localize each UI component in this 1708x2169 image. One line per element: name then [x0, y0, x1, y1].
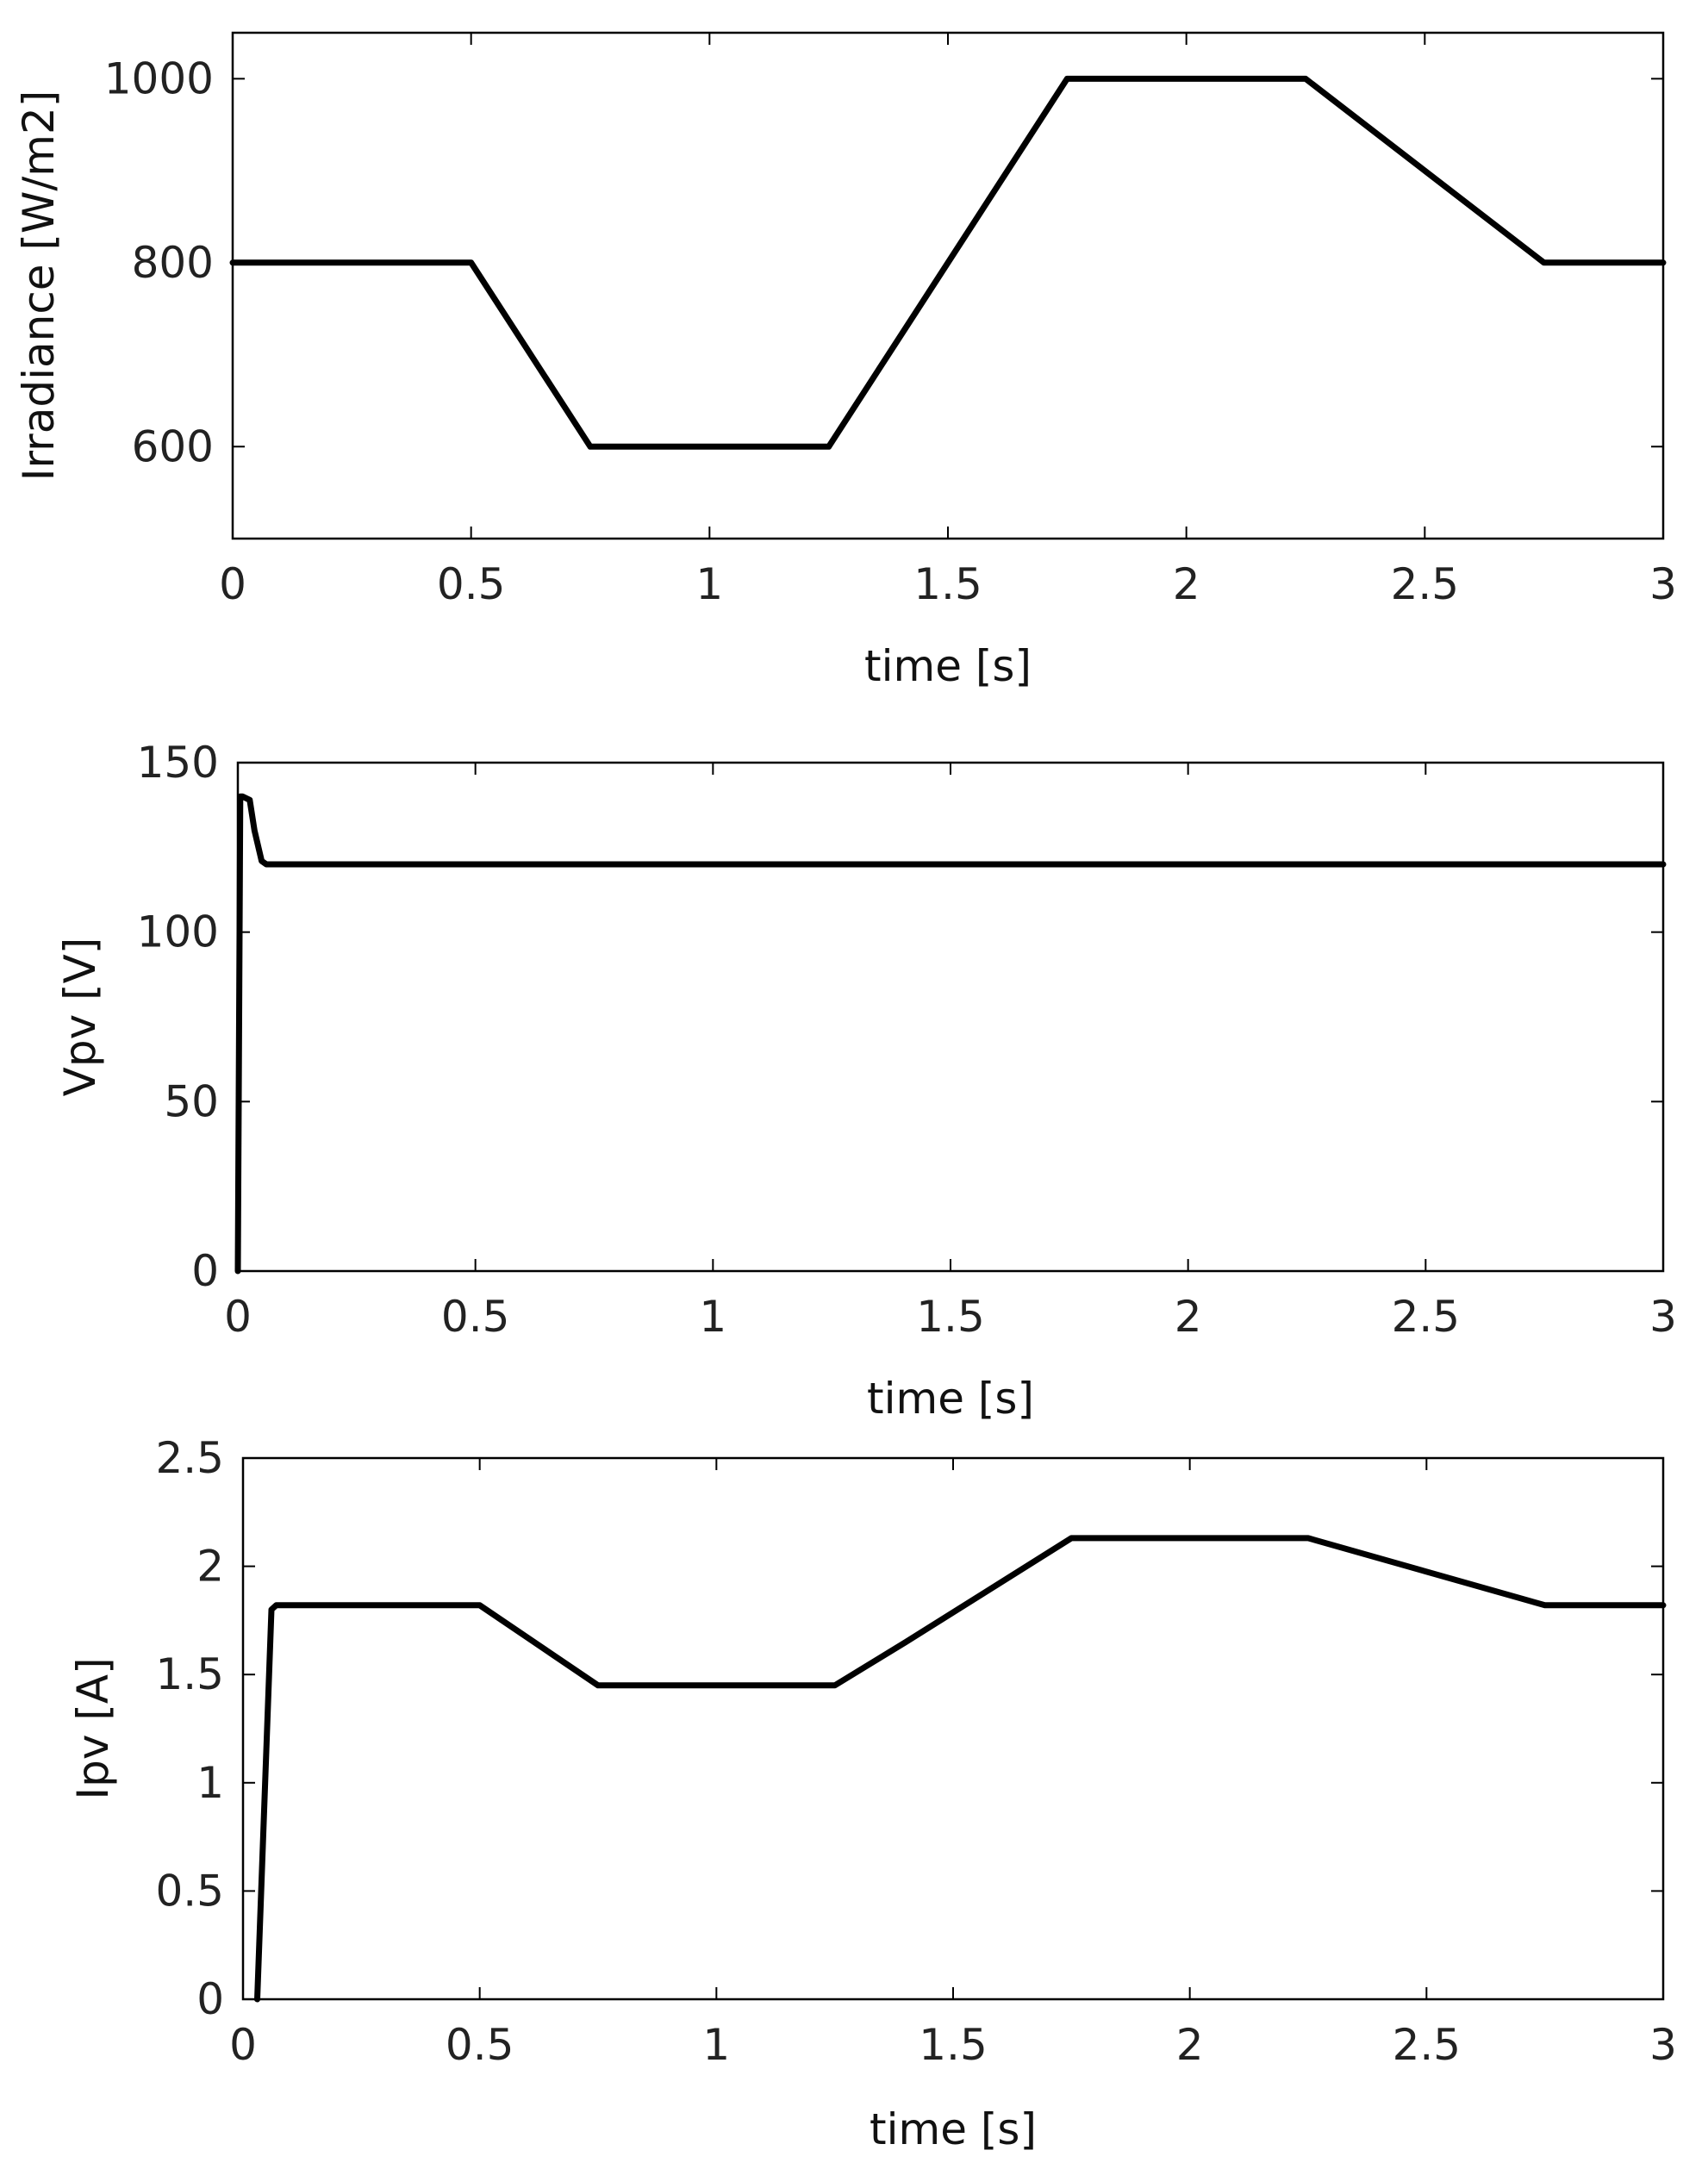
- x-tick-label: 3: [1649, 559, 1677, 609]
- y-axis-label: Vpv [V]: [55, 938, 105, 1097]
- x-tick-label: 0.5: [441, 1292, 510, 1342]
- series-line-1: [254, 1535, 1667, 2003]
- x-tick-label: 3: [1649, 1292, 1677, 1342]
- y-tick-label: 1.5: [155, 1649, 224, 1699]
- x-tick-label: 1.5: [913, 559, 982, 609]
- plot-frame: [241, 1456, 1665, 2001]
- x-tick-label: 0.5: [446, 2020, 514, 2070]
- y-tick-label: 0: [196, 1974, 224, 2024]
- y-axis-label: Irradiance [W/m2]: [14, 90, 64, 482]
- series-line-1: [234, 793, 1667, 1275]
- y-tick-label: 0.5: [155, 1866, 224, 1916]
- x-tick-label: 1: [702, 2020, 730, 2070]
- y-tick-label: 150: [137, 738, 219, 788]
- x-tick-label: 1: [699, 1292, 726, 1342]
- plot-frame: [236, 761, 1665, 1273]
- x-tick-label: 0: [229, 2020, 257, 2070]
- chart-panel-2: 0 0.5 1 1.5 2 2.5 3 0 50 100 150 time [s] Vpv [V]: [55, 738, 1677, 1424]
- y-tick-label: 800: [132, 238, 214, 288]
- y-axis-label: Ipv [A]: [68, 1657, 118, 1799]
- x-axis-label: time [s]: [864, 641, 1032, 691]
- x-tick-label: 2.5: [1391, 559, 1460, 609]
- y-tick-label: 1000: [104, 53, 214, 103]
- plot-frame: [231, 31, 1665, 540]
- x-tick-label: 2: [1173, 559, 1200, 609]
- x-tick-label: 1.5: [919, 2020, 988, 2070]
- x-tick-label: 2.5: [1392, 1292, 1461, 1342]
- x-tick-label: 1: [695, 559, 723, 609]
- chart-panel-3: 0 0.5 1 1.5 2 2.5 3 0 0.5 1 1.5 2 2.5 time [s] Ipv [A]: [68, 1433, 1677, 2154]
- y-tick-label: 600: [132, 421, 214, 471]
- x-tick-label: 0.5: [437, 559, 506, 609]
- x-tick-label: 3: [1649, 2020, 1677, 2070]
- x-axis-label: time [s]: [867, 1374, 1034, 1424]
- x-tick-label: 2.5: [1393, 2020, 1462, 2070]
- y-tick-label: 2.5: [155, 1433, 224, 1483]
- x-axis-label: time [s]: [870, 2104, 1037, 2154]
- y-tick-label: 2: [196, 1542, 224, 1592]
- y-tick-label: 50: [164, 1076, 219, 1126]
- chart-panel-1: 0 0.5 1 1.5 2 2.5 3 600 800 1000 time [s] Irradianc…: [14, 31, 1677, 691]
- y-tick-label: 0: [191, 1246, 219, 1296]
- x-tick-label: 2: [1176, 2020, 1204, 2070]
- y-tick-label: 100: [137, 907, 219, 957]
- y-tick-label: 1: [196, 1758, 224, 1808]
- x-tick-label: 0: [219, 559, 246, 609]
- x-tick-label: 2: [1175, 1292, 1202, 1342]
- x-tick-label: 0: [224, 1292, 252, 1342]
- x-tick-label: 1.5: [916, 1292, 985, 1342]
- series-line-1: [229, 75, 1667, 450]
